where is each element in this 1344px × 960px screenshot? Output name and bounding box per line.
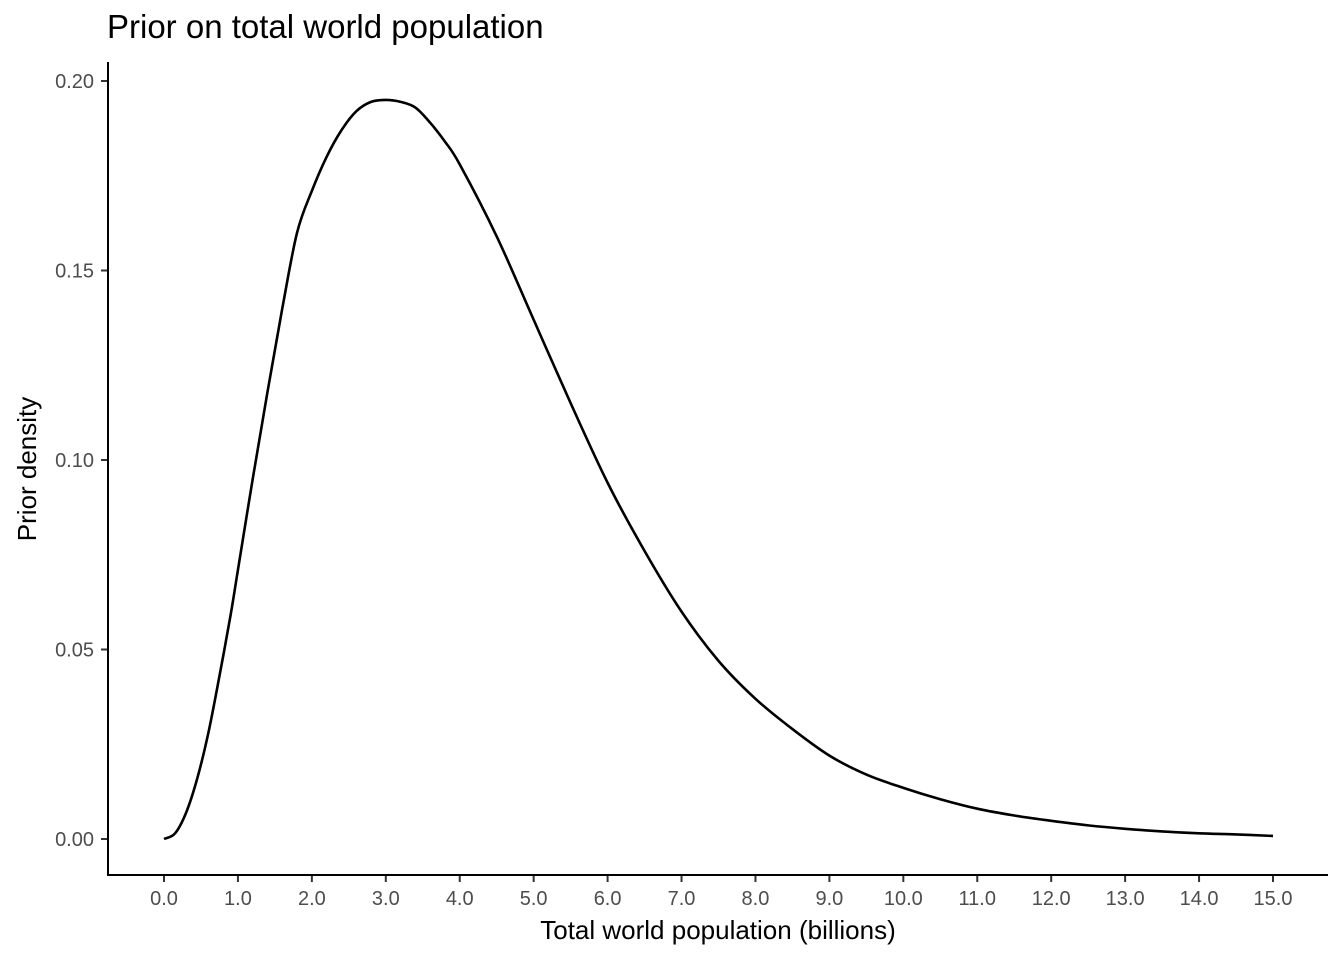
y-tick-label: 0.10	[55, 450, 94, 472]
chart-title: Prior on total world population	[107, 8, 544, 45]
x-tick-label: 5.0	[520, 888, 548, 910]
y-tick-label: 0.05	[55, 640, 94, 662]
y-axis-title: Prior density	[12, 397, 42, 542]
x-tick-label: 15.0	[1254, 888, 1293, 910]
y-tick-label: 0.20	[55, 71, 94, 93]
x-tick-label: 6.0	[594, 888, 622, 910]
x-tick-label: 3.0	[372, 888, 400, 910]
y-tick-label: 0.15	[55, 261, 94, 283]
x-axis-ticks: 0.0 1.0 2.0 3.0 4.0 5.0 6.0 7.0 8.0 9.0 10.0 11.0 12…	[150, 875, 1292, 910]
x-tick-label: 14.0	[1180, 888, 1219, 910]
x-tick-label: 13.0	[1106, 888, 1145, 910]
x-tick-label: 8.0	[742, 888, 770, 910]
x-tick-label: 1.0	[224, 888, 252, 910]
x-tick-label: 0.0	[150, 888, 178, 910]
x-tick-label: 2.0	[298, 888, 326, 910]
x-tick-label: 4.0	[446, 888, 474, 910]
prior-density-line	[163, 98, 1274, 841]
x-tick-label: 9.0	[815, 888, 843, 910]
x-tick-label: 11.0	[959, 888, 996, 910]
y-axis-ticks: 0.00 0.05 0.10 0.15 0.20	[55, 71, 108, 851]
x-tick-label: 10.0	[884, 888, 923, 910]
x-axis-title: Total world population (billions)	[540, 915, 896, 945]
y-tick-label: 0.00	[55, 829, 94, 851]
x-tick-label: 7.0	[668, 888, 696, 910]
x-tick-label: 12.0	[1032, 888, 1071, 910]
